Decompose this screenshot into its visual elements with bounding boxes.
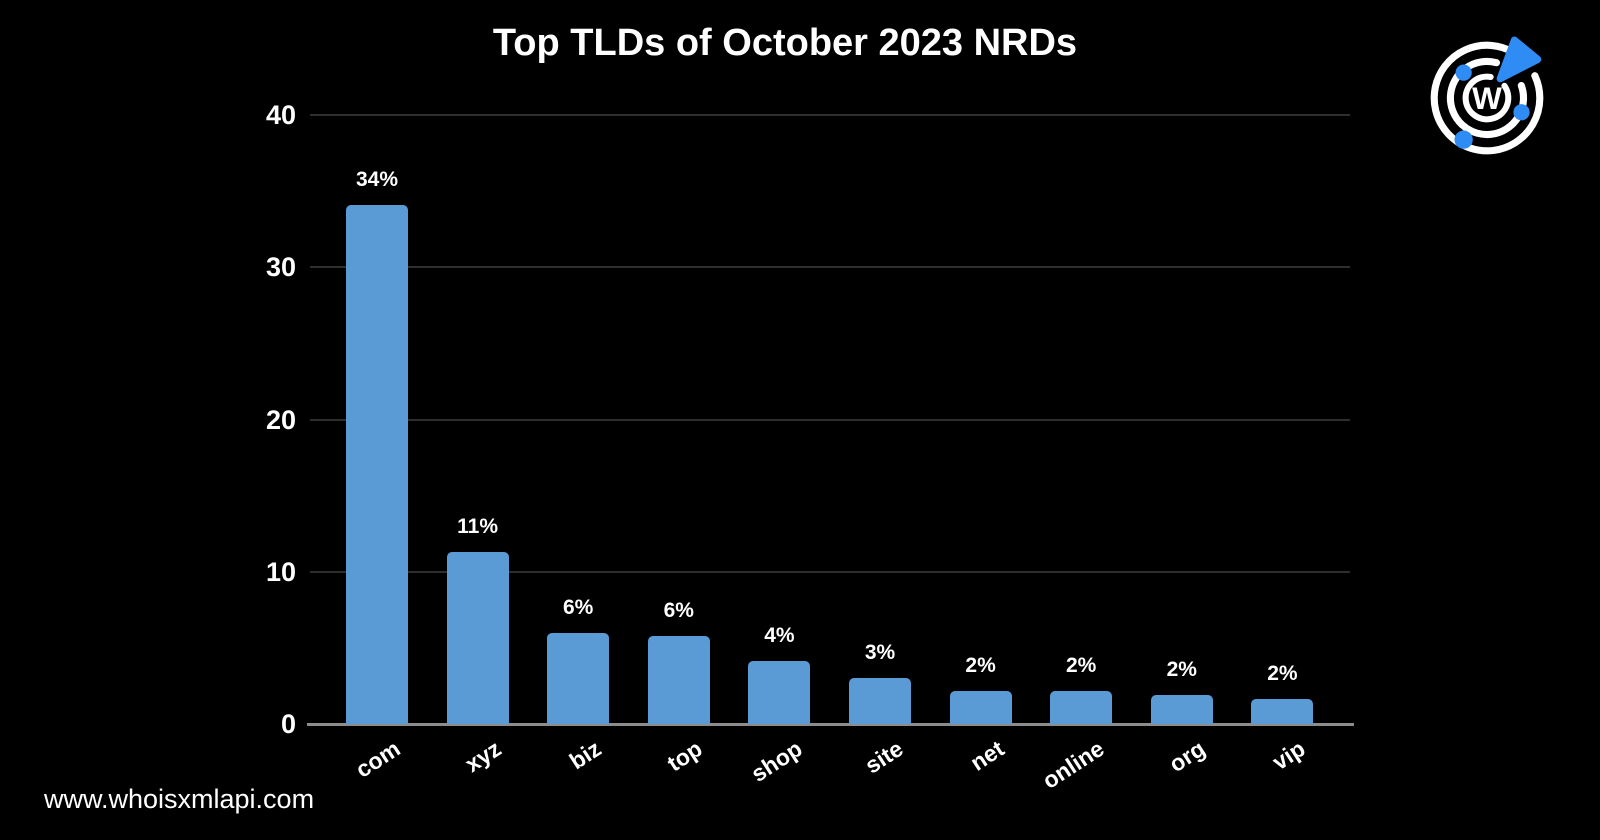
logo-letter-w: W (1472, 81, 1502, 116)
x-tick-label-top: top (662, 735, 707, 777)
y-tick-label-0: 0 (280, 709, 296, 739)
x-tick-label-online: online (1037, 735, 1109, 794)
bar-value-label-xyz: 11% (457, 514, 499, 538)
bar-value-label-site: 3% (864, 641, 896, 665)
bar-value-label-biz: 6% (563, 595, 594, 619)
y-tick-label-10: 10 (265, 556, 296, 587)
bar-shop (748, 660, 811, 724)
x-tick-label-vip: vip (1267, 735, 1311, 776)
x-tick-label-shop: shop (746, 735, 808, 787)
logo-radar-beam-icon (1496, 36, 1542, 83)
x-tick-label-xyz: xyz (459, 735, 506, 778)
bar-value-label-net: 2% (965, 653, 996, 677)
bar-value-label-org: 2% (1166, 658, 1197, 682)
y-tick-label-30: 30 (265, 252, 296, 283)
x-axis-line (307, 723, 1354, 726)
logo-dot-lower-left (1454, 130, 1473, 149)
x-tick-label-biz: biz (564, 735, 606, 775)
bar-biz (547, 632, 610, 724)
x-tick-label-site: site (860, 735, 908, 779)
bar-top (647, 636, 710, 724)
x-tick-label-net: net (965, 735, 1009, 776)
bar-com (346, 204, 408, 724)
bar-value-label-vip: 2% (1267, 661, 1298, 685)
chart-title: Top TLDs of October 2023 NRDs (492, 22, 1078, 64)
bar-value-label-shop: 4% (764, 623, 795, 647)
whoisxmlapi-logo: W (1421, 32, 1553, 164)
bar-net (949, 690, 1012, 724)
radar-logo-icon: W (1430, 36, 1544, 155)
plot-area: 0 10 20 30 40 34% com 11% xyz 6% biz 6% top 4% shop 3% s… (266, 101, 1354, 794)
logo-dot-right (1513, 104, 1530, 121)
bar-site (849, 678, 911, 724)
gridline-20 (310, 418, 1350, 421)
logo-dot-upper-left (1455, 64, 1472, 81)
logo-inner-ring (1462, 73, 1512, 123)
website-url: www.whoisxmlapi.com (44, 784, 315, 814)
bar-vip (1251, 698, 1314, 724)
bar-value-label-online: 2% (1066, 653, 1097, 677)
gridline-10 (310, 570, 1350, 573)
x-tick-label-org: org (1164, 735, 1210, 778)
bar-xyz (446, 551, 509, 724)
y-tick-label-40: 40 (265, 100, 296, 130)
y-tick-label-20: 20 (265, 404, 296, 435)
bar-org (1150, 695, 1213, 724)
logo-outer-ring (1430, 41, 1544, 155)
gridline-30 (310, 266, 1350, 269)
bar-value-label-top: 6% (663, 599, 694, 623)
gridline-40 (310, 114, 1350, 116)
bar-online (1050, 690, 1113, 724)
bar-value-label-com: 34% (355, 167, 399, 191)
